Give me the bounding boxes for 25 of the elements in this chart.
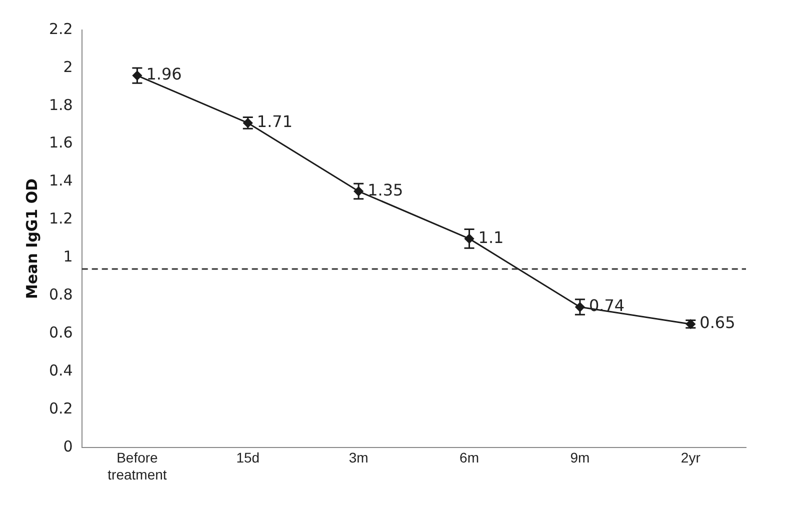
y-tick-label: 1 xyxy=(63,248,73,266)
y-tick-label: 2.2 xyxy=(48,20,73,38)
x-tick-label: Before treatment xyxy=(108,450,167,482)
x-tick-label: 2yr xyxy=(680,450,701,466)
data-label: 1.71 xyxy=(256,112,293,132)
y-axis-title: Mean IgG1 OD xyxy=(22,178,41,300)
y-tick-label: 1.2 xyxy=(48,210,73,228)
y-tick-label: 2 xyxy=(63,58,73,76)
x-tick-label: 6m xyxy=(460,450,479,466)
x-tick-label: 9m xyxy=(570,450,590,466)
data-label: 1.35 xyxy=(368,180,404,200)
y-tick-label: 0.8 xyxy=(48,286,73,304)
data-label: 1.1 xyxy=(478,228,504,247)
data-label: 1.96 xyxy=(146,64,182,84)
data-label: 0.65 xyxy=(700,313,736,332)
y-tick-label: 1.8 xyxy=(48,96,73,114)
y-tick-label: 1.4 xyxy=(48,172,73,190)
data-label: 0.74 xyxy=(588,296,625,316)
y-tick-label: 0.4 xyxy=(48,361,73,380)
y-tick-label: 0.6 xyxy=(48,323,73,342)
y-tick-label: 0.2 xyxy=(48,399,73,418)
y-tick-label: 0 xyxy=(63,437,73,456)
y-tick-label: 1.6 xyxy=(48,134,73,152)
x-tick-label: 3m xyxy=(348,450,368,466)
x-tick-label: 15d xyxy=(236,450,260,466)
